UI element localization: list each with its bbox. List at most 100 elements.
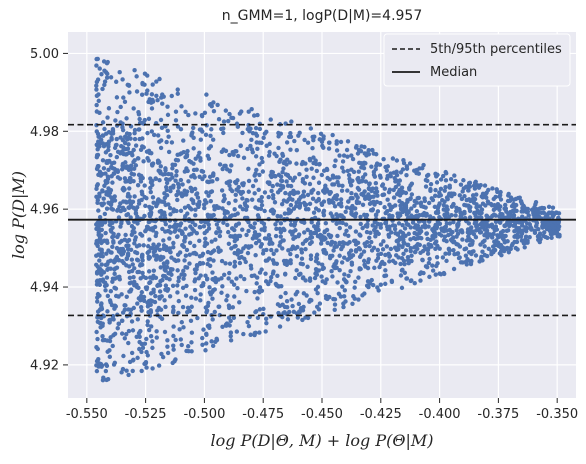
scatter-point	[166, 149, 172, 155]
scatter-point	[178, 177, 184, 183]
scatter-point	[434, 254, 440, 260]
x-tick-label: -0.475	[242, 407, 284, 422]
scatter-point	[102, 238, 107, 243]
scatter-point	[270, 207, 275, 213]
scatter-point	[293, 275, 298, 281]
scatter-point	[96, 252, 101, 257]
scatter-point	[110, 207, 116, 212]
scatter-point	[139, 173, 144, 179]
scatter-point	[342, 288, 348, 293]
scatter-point	[138, 179, 144, 184]
scatter-point	[294, 268, 299, 273]
scatter-point	[283, 190, 288, 196]
scatter-point	[318, 232, 323, 238]
scatter-point	[268, 117, 273, 122]
scatter-point	[472, 210, 477, 216]
scatter-point	[197, 254, 203, 259]
scatter-point	[95, 223, 100, 229]
scatter-point	[198, 137, 204, 142]
scatter-point	[513, 202, 519, 208]
scatter-point	[312, 134, 317, 139]
scatter-point	[224, 298, 229, 303]
scatter-point	[553, 230, 558, 236]
scatter-point	[413, 223, 419, 228]
scatter-point	[223, 261, 228, 266]
scatter-point	[411, 235, 417, 241]
scatter-point	[100, 158, 106, 163]
scatter-point	[380, 182, 386, 187]
scatter-point	[259, 288, 265, 293]
scatter-point	[153, 293, 158, 299]
scatter-point	[164, 177, 169, 182]
scatter-point	[332, 163, 337, 169]
scatter-point	[208, 133, 213, 138]
scatter-point	[170, 283, 176, 289]
scatter-point	[164, 180, 170, 186]
scatter-point	[135, 301, 140, 306]
scatter-point	[443, 251, 448, 256]
scatter-point	[347, 225, 353, 230]
scatter-point	[119, 252, 124, 257]
scatter-point	[102, 283, 108, 289]
scatter-point	[100, 171, 105, 177]
scatter-point	[406, 209, 411, 214]
scatter-point	[108, 335, 113, 340]
scatter-point	[393, 184, 399, 190]
scatter-point	[369, 248, 375, 253]
y-ticks: 4.924.944.964.985.00	[30, 47, 68, 373]
scatter-point	[275, 182, 280, 187]
scatter-point	[106, 130, 112, 135]
scatter-point	[375, 285, 380, 290]
scatter-point	[371, 169, 377, 175]
scatter-point	[97, 247, 103, 252]
scatter-point	[409, 192, 415, 197]
scatter-point	[309, 166, 314, 171]
scatter-point	[157, 170, 163, 175]
scatter-point	[386, 234, 392, 239]
scatter-point	[395, 231, 401, 236]
scatter-point	[284, 140, 290, 145]
scatter-point	[142, 341, 148, 346]
scatter-point	[115, 234, 120, 240]
scatter-point	[314, 252, 320, 257]
scatter-point	[95, 336, 100, 342]
scatter-point	[94, 368, 100, 374]
scatter-point	[272, 200, 278, 205]
scatter-point	[231, 152, 236, 157]
scatter-point	[380, 247, 386, 252]
scatter-point	[319, 274, 324, 279]
scatter-point	[227, 169, 232, 174]
scatter-point	[531, 210, 536, 216]
scatter-point	[227, 111, 232, 117]
scatter-point	[149, 161, 155, 167]
scatter-point	[337, 267, 342, 273]
scatter-point	[288, 183, 294, 189]
scatter-point	[511, 213, 517, 218]
scatter-point	[367, 182, 372, 187]
scatter-point	[173, 337, 178, 343]
scatter-point	[136, 127, 141, 132]
scatter-point	[219, 188, 225, 193]
scatter-point	[349, 153, 354, 158]
scatter-point	[279, 201, 285, 207]
scatter-point	[463, 253, 469, 258]
scatter-point	[254, 133, 260, 138]
scatter-point	[550, 205, 556, 210]
scatter-point	[510, 241, 515, 247]
scatter-point	[463, 184, 469, 190]
scatter-point	[373, 234, 378, 239]
scatter-point	[119, 331, 125, 336]
scatter-point	[207, 290, 213, 295]
scatter-point	[408, 237, 413, 242]
scatter-point	[146, 249, 152, 254]
scatter-point	[498, 189, 503, 195]
scatter-point	[254, 309, 259, 314]
scatter-point	[167, 205, 173, 211]
scatter-point	[321, 265, 327, 271]
scatter-point	[447, 221, 453, 226]
scatter-point	[347, 256, 352, 261]
scatter-point	[141, 243, 146, 248]
scatter-point	[338, 139, 344, 145]
scatter-point	[201, 327, 206, 332]
scatter-point	[180, 304, 186, 310]
